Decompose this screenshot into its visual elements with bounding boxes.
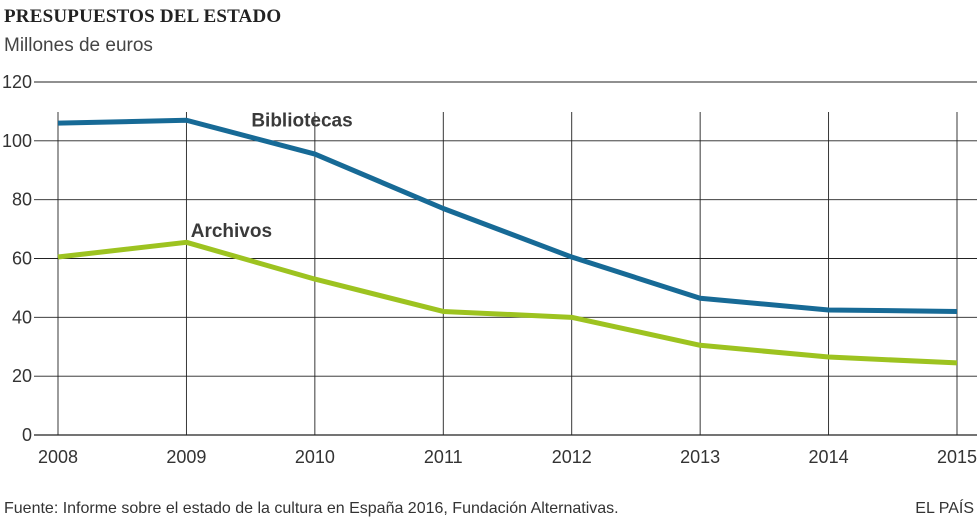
series-label: Archivos [191, 221, 272, 242]
y-tick-label: 0 [22, 425, 32, 445]
series-line-archivos [57, 239, 958, 366]
chart-subtitle: Millones de euros [4, 35, 153, 56]
line-chart: 0 20 40 60 80 100 120 2008 2009 2010 2011 2012 2013 2… [2, 72, 977, 467]
x-tick-label: 2010 [295, 447, 335, 467]
y-tick-label: 60 [12, 249, 32, 269]
x-tick-label: 2011 [424, 447, 463, 467]
y-tick-label: 120 [2, 72, 32, 92]
x-tick-label: 2013 [680, 447, 720, 467]
y-tick-label: 20 [12, 366, 32, 386]
x-tick-label: 2015 [937, 447, 977, 467]
brand-logo-text: EL PAÍS [915, 500, 974, 517]
axes: 0 20 40 60 80 100 120 2008 2009 2010 2011 2012 2013 2… [2, 72, 977, 467]
source-note: Fuente: Informe sobre el estado de la cu… [4, 500, 619, 517]
series-label: Bibliotecas [251, 111, 352, 132]
series-line-bibliotecas [57, 117, 958, 314]
series-lines [57, 117, 958, 366]
grid [34, 81, 977, 435]
y-tick-label: 100 [2, 131, 32, 151]
y-tick-label: 80 [12, 190, 32, 210]
x-tick-label: 2009 [166, 447, 206, 467]
x-tick-label: 2014 [809, 447, 849, 467]
x-tick-label: 2008 [38, 447, 78, 467]
labels: Bibliotecas Archivos [191, 111, 353, 243]
x-tick-label: 2012 [552, 447, 592, 467]
y-tick-label: 40 [12, 307, 32, 327]
chart-title: PRESUPUESTOS DEL ESTADO [4, 6, 282, 27]
